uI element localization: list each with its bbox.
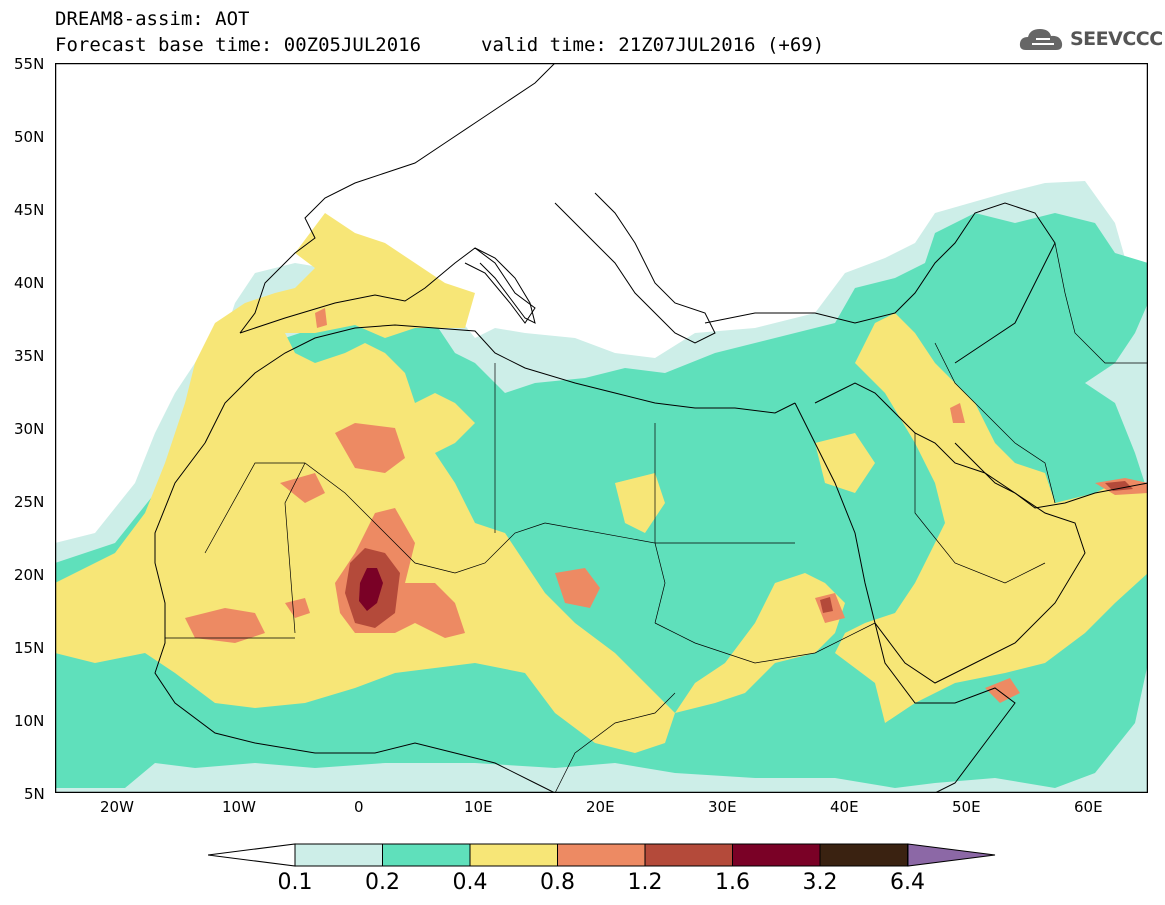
legend-label: 3.2 (802, 870, 838, 895)
lon-label: 30E (708, 798, 737, 816)
lat-label: 15N (14, 639, 45, 657)
legend-low-arrow (208, 843, 296, 867)
lon-label: 0 (354, 798, 364, 816)
lat-label: 25N (14, 493, 45, 511)
color-legend (208, 843, 996, 867)
lat-label: 50N (14, 128, 45, 146)
map-title: DREAM8-assim: AOT (55, 8, 250, 30)
legend-label: 0.2 (365, 870, 400, 895)
legend-label: 1.6 (715, 870, 750, 895)
lon-label: 10E (464, 798, 493, 816)
lat-label: 5N (24, 785, 45, 803)
lat-label: 20N (14, 566, 45, 584)
legend-swatch (382, 843, 471, 867)
lat-label: 35N (14, 347, 45, 365)
coastlines (154, 63, 1148, 793)
legend-label: 0.1 (277, 870, 313, 895)
legend-swatch (294, 843, 383, 867)
legend-swatch (469, 843, 558, 867)
legend-swatch (557, 843, 646, 867)
lon-label: 60E (1074, 798, 1103, 816)
aot-band-0.4-east (615, 313, 1148, 723)
forecast-base-time: Forecast base time: 00Z05JUL2016 (55, 34, 422, 56)
lon-label: 20W (100, 798, 134, 816)
aot-band-0.8 (185, 308, 1148, 703)
logo-text: SEEVCCC (1070, 28, 1163, 50)
legend-label: 1.2 (627, 870, 663, 895)
legend-high-arrow (907, 843, 996, 867)
lat-label: 10N (14, 712, 45, 730)
country-borders (165, 242, 1148, 793)
lon-label: 10W (222, 798, 256, 816)
lat-label: 40N (14, 274, 45, 292)
seevccc-logo: SEEVCCC (1018, 24, 1163, 56)
aot-band-1.6 (359, 568, 383, 611)
legend-label: 0.4 (452, 870, 488, 895)
legend-swatch (644, 843, 733, 867)
legend-swatch (732, 843, 821, 867)
legend-swatch (819, 843, 908, 867)
lat-label: 45N (14, 201, 45, 219)
lat-label: 30N (14, 420, 45, 438)
lat-label: 55N (14, 55, 45, 73)
aot-map (55, 63, 1148, 793)
valid-time: valid time: 21Z07JUL2016 (+69) (481, 34, 825, 56)
lon-label: 50E (952, 798, 981, 816)
cloud-icon (1019, 29, 1063, 50)
lon-label: 40E (830, 798, 859, 816)
legend-label: 6.4 (890, 870, 925, 895)
legend-label: 0.8 (540, 870, 575, 895)
lon-label: 20E (586, 798, 615, 816)
